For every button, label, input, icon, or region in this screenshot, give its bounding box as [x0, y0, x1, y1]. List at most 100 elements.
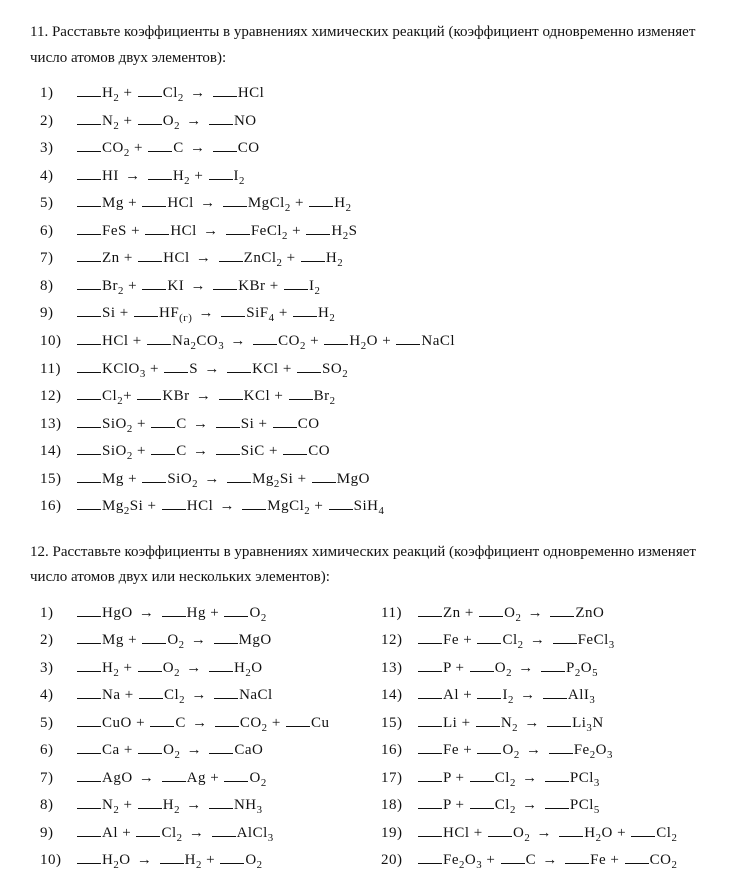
eq-body: Al + Cl2 → AlCl3 [76, 821, 381, 847]
equation-row: 9) Si + HF(г) → SiF4 + H2 [40, 301, 722, 327]
eq-body: P + Cl2 → PCl3 [417, 766, 722, 792]
eq-body: H2O → H2 + O2 [76, 848, 381, 874]
eq-num: 12) [381, 628, 417, 654]
eq-body: KClO3 + S → KCl + SO2 [76, 357, 722, 383]
equation-row: 11) KClO3 + S → KCl + SO2 [40, 357, 722, 383]
equation-row: 13) SiO2 + C → Si + CO [40, 412, 722, 438]
eq-body: Ca + O2 → CaO [76, 738, 381, 764]
eq-num: 9) [40, 301, 76, 327]
eq-body: HgO → Hg + O2 [76, 601, 381, 627]
eq-num: 17) [381, 766, 417, 792]
equation-row: 5) CuO + C → CO2 + Cu [40, 711, 381, 737]
eq-num: 9) [40, 821, 76, 847]
equation-row: 5) Mg + HCl → MgCl2 + H2 [40, 191, 722, 217]
equation-row: 7) AgO → Ag + O2 [40, 766, 381, 792]
eq-num: 7) [40, 246, 76, 272]
eq-body: FeS + HCl → FeCl2 + H2S [76, 219, 722, 245]
equation-row: 2) N2 + O2 → NO [40, 109, 722, 135]
eq-num: 6) [40, 219, 76, 245]
eq-body: Mg + O2 → MgO [76, 628, 381, 654]
equation-row: 14) Al + I2 → AlI3 [381, 683, 722, 709]
eq-num: 2) [40, 109, 76, 135]
eq-num: 14) [381, 683, 417, 709]
eq-body: H2 + O2 → H2O [76, 656, 381, 682]
equation-row: 11) Zn + O2 → ZnO [381, 601, 722, 627]
eq-num: 14) [40, 439, 76, 465]
equation-row: 15) Mg + SiO2 → Mg2Si + MgO [40, 467, 722, 493]
problem-12-text: Расставьте коэффициенты в уравнениях хим… [30, 544, 696, 586]
equation-row: 6) FeS + HCl → FeCl2 + H2S [40, 219, 722, 245]
equation-row: 4) HI → H2 + I2 [40, 164, 722, 190]
problem-11-text: Расставьте коэффициенты в уравнениях хим… [30, 24, 695, 66]
eq-body: Mg + HCl → MgCl2 + H2 [76, 191, 722, 217]
eq-body: CO2 + C → CO [76, 136, 722, 162]
equation-row: 9) Al + Cl2 → AlCl3 [40, 821, 381, 847]
eq-num: 2) [40, 628, 76, 654]
equation-row: 14) SiO2 + C → SiC + CO [40, 439, 722, 465]
equation-row: 12) Cl2+ KBr → KCl + Br2 [40, 384, 722, 410]
equation-row: 16) Mg2Si + HCl → MgCl2 + SiH4 [40, 494, 722, 520]
eq-body: N2 + O2 → NO [76, 109, 722, 135]
eq-body: Mg + SiO2 → Mg2Si + MgO [76, 467, 722, 493]
eq-body: Si + HF(г) → SiF4 + H2 [76, 301, 722, 327]
eq-body: H2 + Cl2 → HCl [76, 81, 722, 107]
equation-row: 19) HCl + O2 → H2O + Cl2 [381, 821, 722, 847]
eq-body: HCl + O2 → H2O + Cl2 [417, 821, 722, 847]
eq-body: SiO2 + C → Si + CO [76, 412, 722, 438]
eq-body: HI → H2 + I2 [76, 164, 722, 190]
eq-body: Zn + O2 → ZnO [417, 601, 722, 627]
problem-12-equations: 1) HgO → Hg + O2 2) Mg + O2 → MgO 3) H2 … [40, 601, 722, 876]
equation-row: 1) H2 + Cl2 → HCl [40, 81, 722, 107]
eq-num: 8) [40, 793, 76, 819]
eq-num: 10) [40, 329, 76, 355]
problem-12-number: 12. [30, 544, 49, 560]
equation-row: 17) P + Cl2 → PCl3 [381, 766, 722, 792]
eq-num: 11) [381, 601, 417, 627]
eq-num: 7) [40, 766, 76, 792]
equation-row: 15) Li + N2 → Li3N [381, 711, 722, 737]
eq-num: 8) [40, 274, 76, 300]
eq-body: Zn + HCl → ZnCl2 + H2 [76, 246, 722, 272]
equation-row: 1) HgO → Hg + O2 [40, 601, 381, 627]
eq-num: 5) [40, 711, 76, 737]
eq-body: P + O2 → P2O5 [417, 656, 722, 682]
equation-row: 10) HCl + Na2CO3 → CO2 + H2O + NaCl [40, 329, 722, 355]
equation-row: 16) Fe + O2 → Fe2O3 [381, 738, 722, 764]
eq-num: 15) [40, 467, 76, 493]
eq-num: 11) [40, 357, 76, 383]
eq-num: 3) [40, 136, 76, 162]
equation-row: 20) Fe2O3 + C → Fe + CO2 [381, 848, 722, 874]
equation-row: 3) H2 + O2 → H2O [40, 656, 381, 682]
eq-body: SiO2 + C → SiC + CO [76, 439, 722, 465]
eq-body: Al + I2 → AlI3 [417, 683, 722, 709]
equation-row: 10) H2O → H2 + O2 [40, 848, 381, 874]
eq-num: 5) [40, 191, 76, 217]
eq-body: Cl2+ KBr → KCl + Br2 [76, 384, 722, 410]
eq-body: P + Cl2 → PCl5 [417, 793, 722, 819]
equation-row: 8) Br2 + KI → KBr + I2 [40, 274, 722, 300]
problem-11-equations: 1) H2 + Cl2 → HCl 2) N2 + O2 → NO 3) CO2… [40, 81, 722, 520]
eq-num: 6) [40, 738, 76, 764]
eq-num: 12) [40, 384, 76, 410]
eq-num: 16) [381, 738, 417, 764]
eq-body: Li + N2 → Li3N [417, 711, 722, 737]
eq-num: 20) [381, 848, 417, 874]
eq-num: 10) [40, 848, 76, 874]
eq-num: 1) [40, 81, 76, 107]
eq-body: Fe2O3 + C → Fe + CO2 [417, 848, 722, 874]
equation-row: 6) Ca + O2 → CaO [40, 738, 381, 764]
equation-row: 13) P + O2 → P2O5 [381, 656, 722, 682]
eq-num: 19) [381, 821, 417, 847]
equation-row: 18) P + Cl2 → PCl5 [381, 793, 722, 819]
eq-num: 13) [381, 656, 417, 682]
column-right: 11) Zn + O2 → ZnO 12) Fe + Cl2 → FeCl3 1… [381, 601, 722, 876]
eq-body: Fe + Cl2 → FeCl3 [417, 628, 722, 654]
eq-body: Fe + O2 → Fe2O3 [417, 738, 722, 764]
eq-body: N2 + H2 → NH3 [76, 793, 381, 819]
eq-num: 15) [381, 711, 417, 737]
eq-num: 13) [40, 412, 76, 438]
equation-row: 3) CO2 + C → CO [40, 136, 722, 162]
eq-num: 4) [40, 683, 76, 709]
equation-row: 8) N2 + H2 → NH3 [40, 793, 381, 819]
problem-11-header: 11. Расставьте коэффициенты в уравнениях… [30, 20, 722, 71]
